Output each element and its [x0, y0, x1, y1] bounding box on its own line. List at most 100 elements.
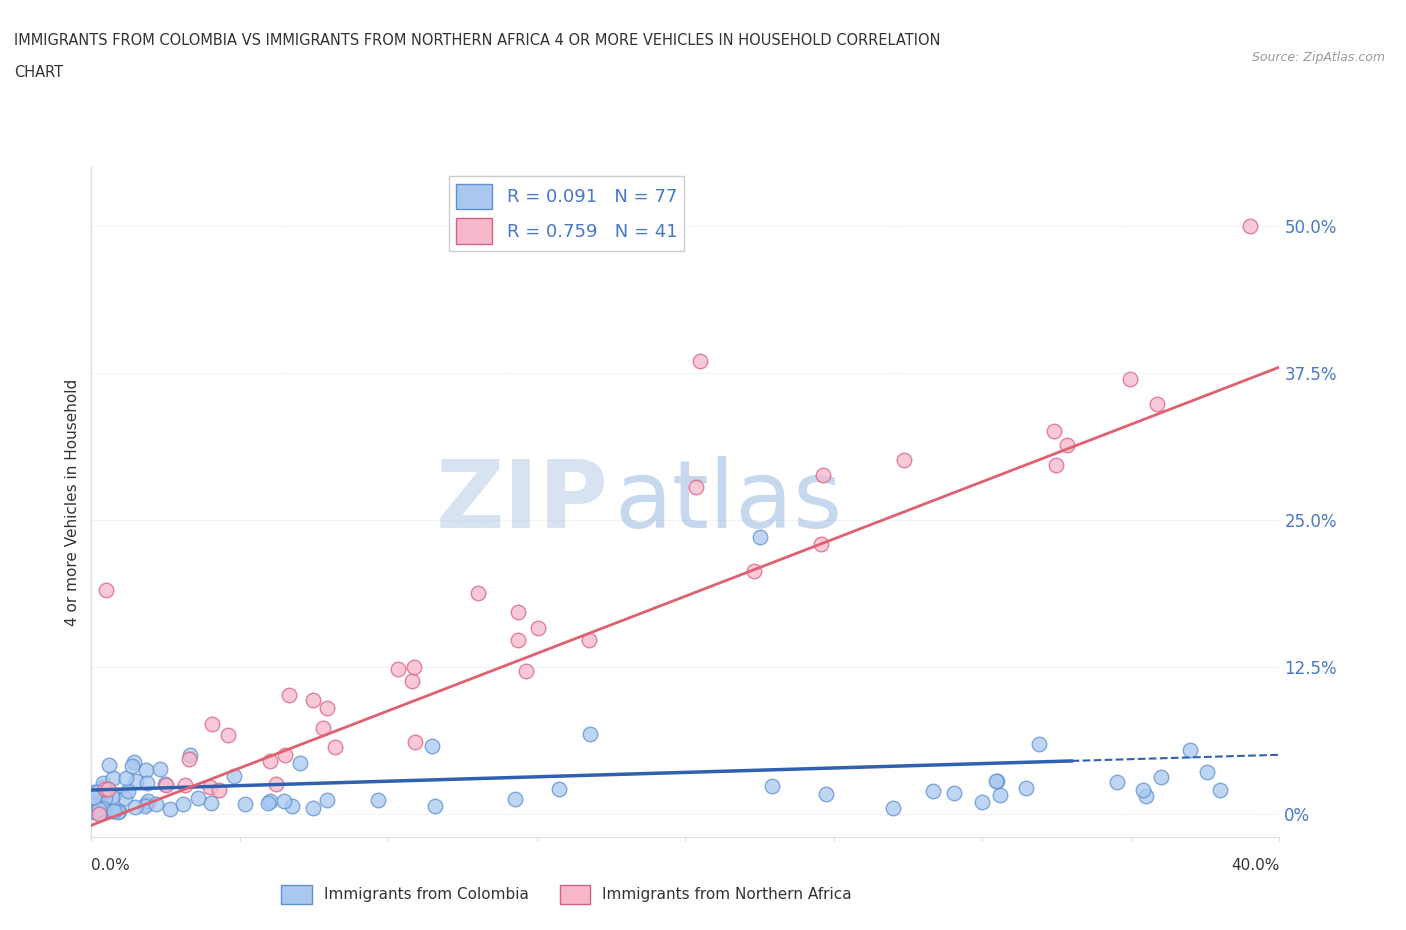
Point — [280, 798, 302, 813]
Point — [986, 774, 1008, 789]
Point — [103, 804, 125, 818]
Point — [121, 758, 143, 773]
Point — [1209, 782, 1232, 797]
Point — [810, 537, 832, 551]
Text: ZIP: ZIP — [436, 457, 609, 548]
Point — [1135, 789, 1157, 804]
Point — [136, 793, 159, 808]
Point — [159, 802, 181, 817]
Point — [217, 727, 239, 742]
Point — [467, 586, 489, 601]
Point — [264, 777, 287, 791]
Point — [84, 804, 107, 819]
Point — [323, 740, 346, 755]
Point — [257, 795, 280, 810]
Point — [91, 779, 114, 794]
Point — [972, 794, 994, 809]
Point — [149, 762, 172, 777]
Point — [984, 774, 1007, 789]
Point — [1180, 743, 1202, 758]
Point — [882, 800, 904, 815]
Point — [186, 790, 208, 805]
Point — [1119, 371, 1142, 386]
Point — [420, 738, 443, 753]
Point — [578, 727, 600, 742]
Point — [87, 802, 110, 817]
Point — [83, 790, 105, 804]
Point — [96, 583, 118, 598]
Point — [312, 720, 335, 735]
Y-axis label: 4 or more Vehicles in Household: 4 or more Vehicles in Household — [65, 379, 80, 626]
Point — [259, 793, 281, 808]
Text: IMMIGRANTS FROM COLOMBIA VS IMMIGRANTS FROM NORTHERN AFRICA 4 OR MORE VEHICLES I: IMMIGRANTS FROM COLOMBIA VS IMMIGRANTS F… — [14, 33, 941, 47]
Point — [93, 776, 115, 790]
Point — [136, 776, 159, 790]
Point — [315, 700, 337, 715]
Point — [288, 756, 311, 771]
Point — [94, 804, 117, 818]
Point — [173, 777, 195, 792]
Point — [423, 798, 446, 813]
Point — [155, 777, 177, 792]
Point — [135, 763, 157, 777]
Point — [988, 788, 1011, 803]
Point — [101, 790, 124, 804]
Point — [114, 791, 136, 806]
Point — [761, 778, 783, 793]
Point — [134, 799, 156, 814]
Point — [93, 782, 115, 797]
Point — [578, 632, 600, 647]
Point — [1150, 770, 1173, 785]
Point — [93, 790, 115, 805]
Point — [172, 796, 194, 811]
Point — [222, 768, 245, 783]
Text: CHART: CHART — [14, 65, 63, 80]
Text: Source: ZipAtlas.com: Source: ZipAtlas.com — [1251, 51, 1385, 64]
Point — [943, 786, 966, 801]
Point — [177, 751, 200, 766]
Point — [135, 797, 157, 812]
Text: atlas: atlas — [614, 457, 842, 548]
Point — [302, 801, 325, 816]
Point — [515, 664, 537, 679]
Point — [83, 795, 105, 810]
Text: 40.0%: 40.0% — [1232, 857, 1279, 872]
Point — [115, 771, 138, 786]
Point — [1042, 424, 1064, 439]
Point — [124, 755, 146, 770]
Point — [273, 748, 295, 763]
Point — [506, 632, 529, 647]
Text: 0.0%: 0.0% — [91, 857, 131, 872]
Point — [1105, 775, 1128, 790]
Point — [1056, 438, 1078, 453]
Point — [387, 661, 409, 676]
Point — [208, 782, 231, 797]
Point — [811, 468, 834, 483]
Point — [201, 716, 224, 731]
Point — [1132, 782, 1154, 797]
Point — [101, 771, 124, 786]
Point — [1197, 764, 1219, 779]
Point — [742, 564, 765, 578]
Point — [117, 784, 139, 799]
Point — [401, 674, 423, 689]
Point — [98, 758, 121, 773]
Point — [404, 735, 426, 750]
Point — [506, 604, 529, 619]
Point — [101, 804, 124, 818]
Point — [301, 692, 323, 707]
Point — [367, 793, 389, 808]
Point — [90, 785, 112, 800]
Point — [1028, 737, 1050, 751]
Point — [86, 785, 108, 800]
Point — [527, 620, 550, 635]
Point — [90, 797, 112, 812]
Point — [233, 796, 256, 811]
Point — [273, 794, 295, 809]
Point — [1045, 458, 1067, 472]
Point — [547, 781, 569, 796]
Point — [1239, 219, 1261, 233]
Point — [1015, 780, 1038, 795]
Point — [153, 777, 176, 791]
Point — [893, 453, 915, 468]
